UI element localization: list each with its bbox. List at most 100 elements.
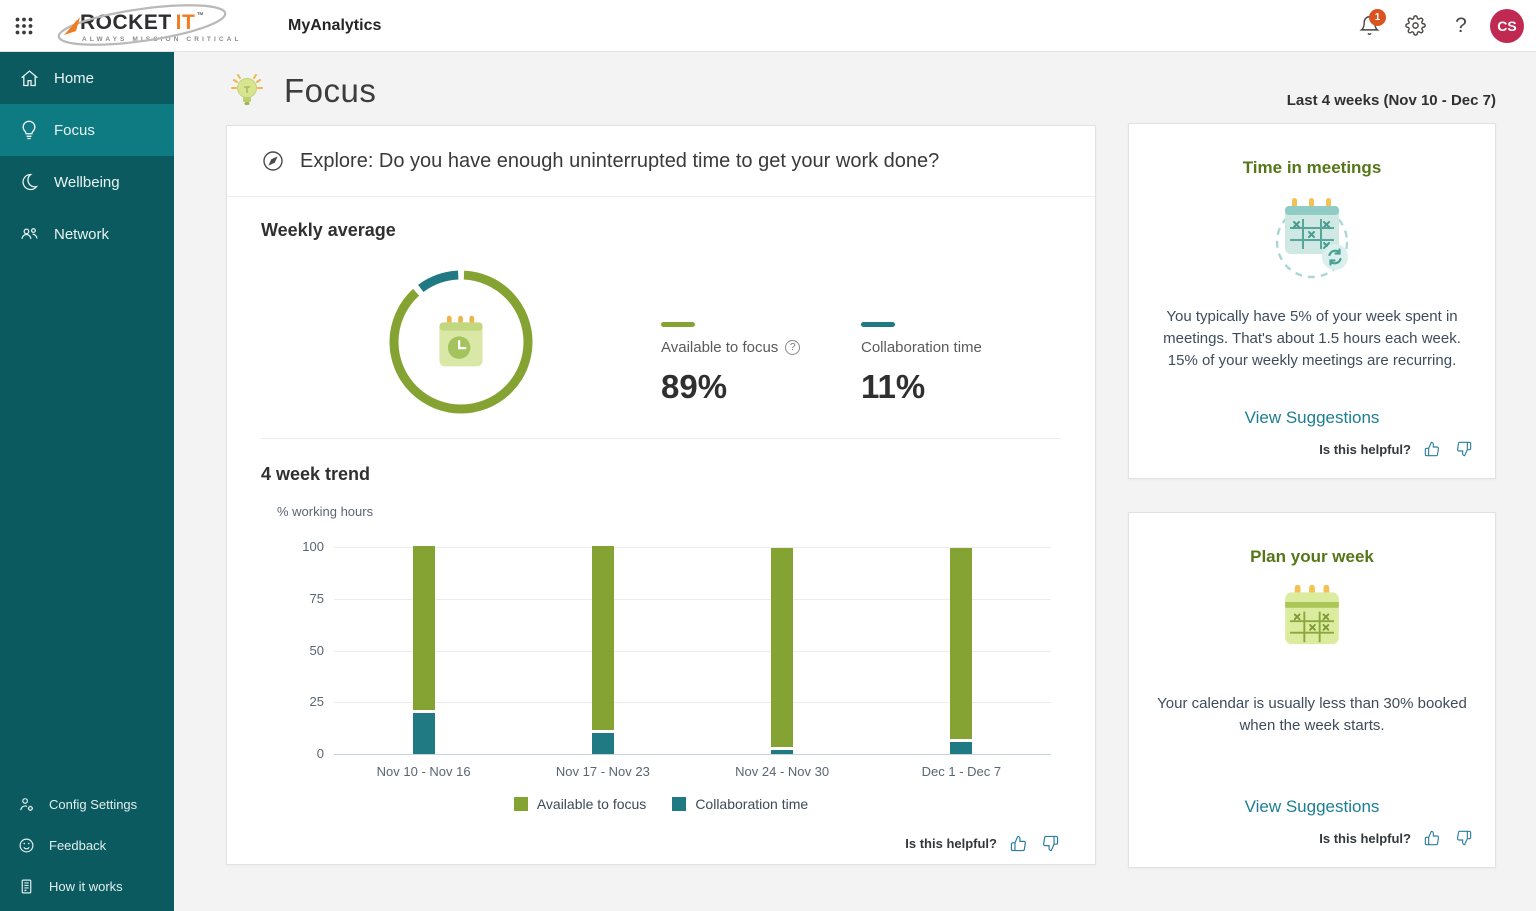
collab-legend-swatch <box>672 797 687 811</box>
donut-chart <box>389 270 533 414</box>
sidebar-item-config-settings[interactable]: Config Settings <box>0 784 174 825</box>
helpful-label: Is this helpful? <box>1319 830 1411 846</box>
sidebar-item-label: How it works <box>49 879 123 894</box>
lightbulb-icon <box>18 119 40 141</box>
thumbs-up-icon <box>1424 441 1440 457</box>
gridline <box>334 598 1051 600</box>
sidebar-item-network[interactable]: Network <box>0 208 174 260</box>
compass-icon <box>263 151 283 171</box>
x-axis-label: Nov 24 - Nov 30 <box>735 764 830 779</box>
settings-button[interactable] <box>1392 0 1438 52</box>
info-icon[interactable]: ? <box>785 340 801 355</box>
focus-lightbulb-icon <box>231 74 263 105</box>
collab-label: Collaboration time <box>861 339 982 356</box>
thumbs-down-button[interactable] <box>1039 832 1061 854</box>
collab-bar-segment <box>412 712 435 754</box>
x-axis-labels: Nov 10 - Nov 16 Nov 17 - Nov 23 Nov 24 - N… <box>334 764 1051 779</box>
thumbs-down-button[interactable] <box>1453 438 1475 460</box>
collab-label-row: Collaboration time <box>861 339 1051 356</box>
card-title: Time in meetings <box>1242 158 1382 177</box>
help-button[interactable]: ? <box>1438 0 1484 52</box>
content-area: Focus Last 4 weeks (Nov 10 - Dec 7) Expl… <box>174 52 1536 911</box>
gridline <box>334 547 1051 548</box>
collab-percentage: 11% <box>861 368 926 405</box>
focus-swatch <box>661 322 695 327</box>
sidebar-item-wellbeing[interactable]: Wellbeing <box>0 156 174 208</box>
focus-legend-label: Available to focus <box>536 796 647 812</box>
trend-bar <box>693 547 872 754</box>
collab-legend-label: Collaboration time <box>695 796 809 812</box>
focus-label: Available to focus <box>661 339 779 356</box>
sidebar-item-label: Home <box>54 69 95 87</box>
legend-item-collab: Collaboration time <box>672 796 808 812</box>
focus-bar-segment <box>591 546 614 731</box>
y-tick-label: 25 <box>309 694 324 710</box>
waffle-grid-icon <box>15 17 33 34</box>
app-title: MyAnalytics <box>288 16 382 34</box>
view-suggestions-link[interactable]: View Suggestions <box>1244 797 1380 816</box>
y-tick-label: 75 <box>309 590 324 606</box>
sidebar: Home Focus Wellbeing <box>0 52 174 911</box>
thumbs-down-button[interactable] <box>1453 827 1475 849</box>
sidebar-item-label: Network <box>54 225 110 243</box>
helpful-row: Is this helpful? <box>1319 438 1475 460</box>
logo-trademark: ™ <box>196 11 204 19</box>
thumbs-down-icon <box>1456 830 1472 846</box>
app-launcher-icon[interactable] <box>0 0 48 52</box>
date-range-label: Last 4 weeks (Nov 10 - Dec 7) <box>1286 92 1496 109</box>
divider <box>261 438 1061 439</box>
explore-header: Explore: Do you have enough uninterrupte… <box>227 126 1095 197</box>
weekly-average-donut <box>381 262 541 422</box>
y-axis-title: % working hours <box>277 504 374 519</box>
meetings-calendar-icon <box>1129 190 1495 286</box>
sidebar-item-feedback[interactable]: Feedback <box>0 825 174 866</box>
page-title: Focus <box>284 72 377 109</box>
topbar: ROCKET IT ™ ALWAYS MISSION CRITICAL MyAn… <box>0 0 1536 52</box>
smiley-icon <box>18 837 35 854</box>
thumbs-up-button[interactable] <box>1007 832 1029 854</box>
sidebar-item-home[interactable]: Home <box>0 52 174 104</box>
notifications-button[interactable]: 1 <box>1346 0 1392 52</box>
y-tick-label: 0 <box>316 746 324 761</box>
legend-item-focus: Available to focus <box>513 796 647 812</box>
logo-tagline: ALWAYS MISSION CRITICAL <box>82 35 242 43</box>
view-suggestions-link[interactable]: View Suggestions <box>1244 408 1380 427</box>
x-axis-label: Dec 1 - Dec 7 <box>921 764 1002 779</box>
focus-legend-block: Available to focus ? 89% <box>661 322 851 406</box>
avatar[interactable]: CS <box>1490 8 1524 43</box>
sidebar-item-how-it-works[interactable]: How it works <box>0 866 174 907</box>
card-body-text: Your calendar is usually less than 30% b… <box>1157 695 1467 734</box>
logo-word-rocket: ROCKET <box>80 10 172 34</box>
helpful-label: Is this helpful? <box>1319 441 1411 457</box>
focus-bar-segment <box>412 546 435 710</box>
thumbs-up-button[interactable] <box>1421 827 1443 849</box>
plan-calendar-icon <box>1129 579 1495 671</box>
helpful-label: Is this helpful? <box>905 835 997 851</box>
gridline <box>334 754 1051 755</box>
thumbs-up-icon <box>1010 835 1026 851</box>
focus-bar-segment <box>950 548 973 739</box>
plan-your-week-card: Plan your week <box>1128 512 1496 868</box>
collab-bar-segment <box>950 741 973 754</box>
thumbs-up-button[interactable] <box>1421 438 1443 460</box>
thumbs-down-icon <box>1456 441 1472 457</box>
page-header: Focus <box>230 72 376 110</box>
home-icon <box>18 67 40 89</box>
thumbs-down-icon <box>1042 835 1058 851</box>
trend-heading: 4 week trend <box>261 464 371 484</box>
trend-bar <box>513 546 692 754</box>
trend-bar-chart: 100 75 50 25 0 <box>302 539 1051 761</box>
weekly-average-heading: Weekly average <box>261 220 396 240</box>
collab-bar-segment <box>591 733 614 754</box>
sidebar-item-focus[interactable]: Focus <box>0 104 174 156</box>
focus-legend-swatch <box>513 797 528 811</box>
card-body-text: You typically have 5% of your week spent… <box>1163 308 1461 369</box>
logo-word-it: IT <box>175 10 196 34</box>
focus-label-row: Available to focus ? <box>661 339 851 356</box>
guide-icon <box>18 878 35 895</box>
gridline <box>334 702 1051 704</box>
trend-bar <box>334 546 513 754</box>
helpful-row: Is this helpful? <box>905 832 1061 854</box>
sidebar-item-label: Wellbeing <box>54 173 120 191</box>
